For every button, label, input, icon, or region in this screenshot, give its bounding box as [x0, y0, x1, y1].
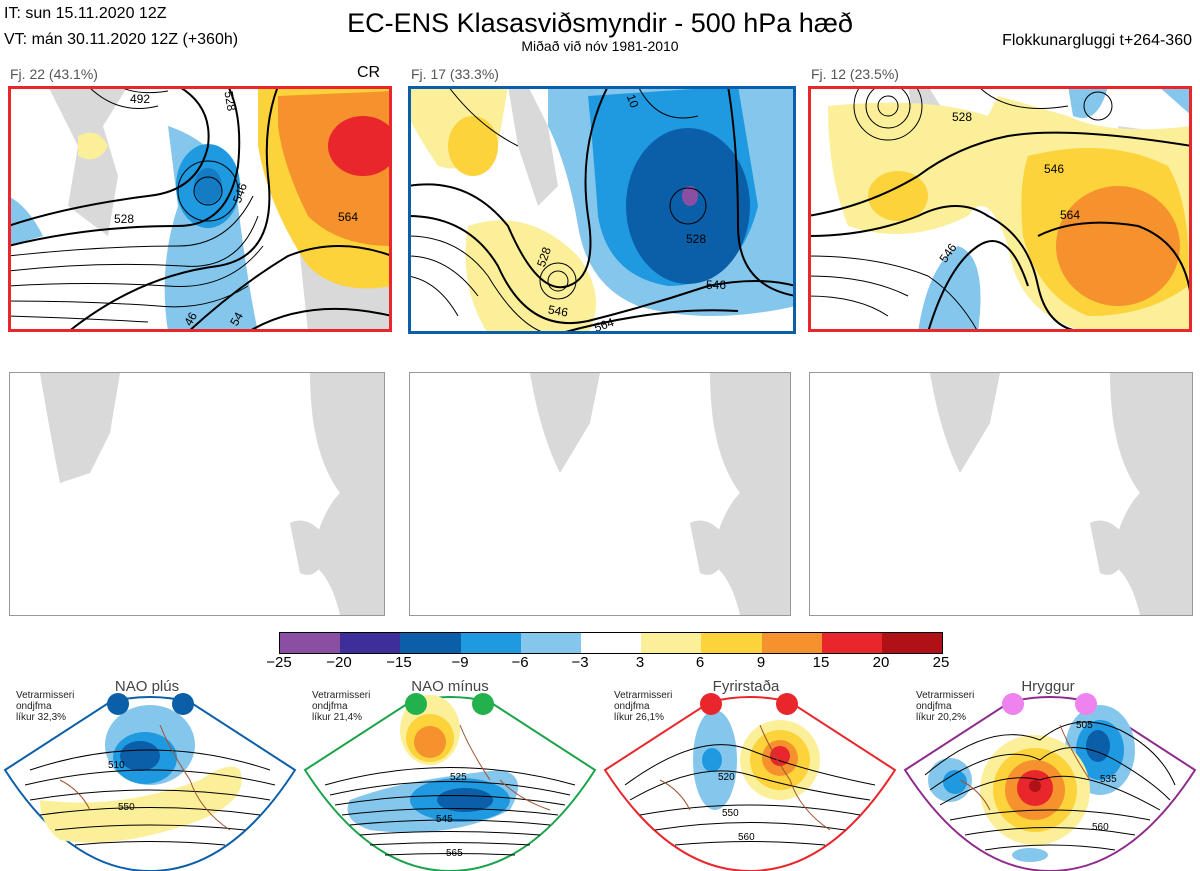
- regime-frequency: Vetrarmisseri ondjfma líkur 26,1%: [614, 690, 672, 723]
- regime-contour-label: 505: [1076, 720, 1093, 731]
- regime-probability: líkur 21,4%: [312, 712, 363, 723]
- regime-season: Vetrarmisseri: [16, 690, 75, 701]
- panel-2-frame: [408, 86, 796, 334]
- colorbar-swatch: [761, 633, 822, 653]
- regime-name: NAO plús: [114, 678, 180, 695]
- colorbar-swatch: [340, 633, 401, 653]
- regime-contour-label: 550: [722, 808, 739, 819]
- regime-contour-label: 525: [450, 772, 467, 783]
- colorbar-tick: 3: [635, 654, 645, 671]
- panel-1-tag: CR: [357, 64, 381, 81]
- colorbar-swatch: [460, 633, 521, 653]
- base-map-2: [409, 372, 791, 616]
- colorbar-swatch: [520, 633, 581, 653]
- regime-probability: líkur 32,3%: [16, 712, 67, 723]
- regime-season: Vetrarmisseri: [614, 690, 673, 701]
- regime-marker-dot: [107, 693, 129, 715]
- contour-label: 564: [338, 210, 359, 224]
- contour-label: 528: [686, 232, 707, 246]
- regime-name: Hryggur: [1021, 678, 1075, 695]
- colorbar-tick: −9: [451, 654, 469, 671]
- regime-frequency: Vetrarmisseri ondjfma líkur 21,4%: [312, 690, 370, 723]
- regime-marker-dot: [1002, 693, 1024, 715]
- panel-3-label: Fj. 12 (23.5%): [811, 66, 899, 82]
- regime-months: ondjfma: [16, 701, 52, 712]
- colorbar: [279, 632, 943, 654]
- colorbar-swatch: [881, 633, 943, 653]
- valid-time: VT: mán 30.11.2020 12Z (+360h): [4, 31, 239, 48]
- colorbar-tick: −6: [511, 654, 529, 671]
- colorbar-swatch: [280, 633, 341, 653]
- regime-probability: líkur 20,2%: [916, 712, 967, 723]
- regime-marker-dot: [1075, 693, 1097, 715]
- cluster-map-3: 528 546 564 546: [808, 86, 1192, 332]
- panel-1-frame: [8, 86, 392, 332]
- regime-months: ondjfma: [916, 701, 952, 712]
- colorbar-tick: 20: [872, 654, 890, 671]
- regime-season: Vetrarmisseri: [312, 690, 371, 701]
- regime-contour-label: 520: [718, 772, 735, 783]
- regime-name: NAO mínus: [411, 678, 489, 695]
- cluster-map-1: 492 528 546 528 564 46 54: [8, 86, 392, 332]
- regime-marker-dot: [472, 693, 494, 715]
- regime-marker-dot: [776, 693, 798, 715]
- cluster-map-2: 528 546 528 546 564 10: [408, 86, 796, 334]
- regime-season: Vetrarmisseri: [916, 690, 975, 701]
- colorbar-tick: −25: [266, 654, 292, 671]
- base-map-1: [9, 372, 385, 616]
- contour-label: 546: [706, 278, 727, 292]
- regime-probability: líkur 26,1%: [614, 712, 665, 723]
- init-time: IT: sun 15.11.2020 12Z: [4, 5, 167, 22]
- colorbar-tick: 15: [812, 654, 830, 671]
- contour-label: 564: [1060, 208, 1081, 222]
- page-subtitle: Miðað við nóv 1981-2010: [521, 38, 679, 54]
- colorbar-swatch: [641, 633, 702, 653]
- panel-3-frame: [808, 86, 1192, 332]
- contour-label: 528: [114, 212, 135, 226]
- contour-label: 492: [130, 92, 151, 106]
- contour-label: 546: [1044, 162, 1065, 176]
- regime-contour-label: 565: [446, 848, 463, 859]
- page-title: EC-ENS Klasasviðsmyndir - 500 hPa hæð: [347, 8, 853, 38]
- regime-contour-label: 560: [1092, 822, 1109, 833]
- colorbar-tick: 25: [932, 654, 950, 671]
- colorbar-tick: 6: [695, 654, 705, 671]
- regime-contour-label: 510: [108, 760, 125, 771]
- colorbar-swatch: [580, 633, 642, 653]
- colorbar-tick: −15: [386, 654, 412, 671]
- regime-frequency: Vetrarmisseri ondjfma líkur 32,3%: [16, 690, 74, 723]
- regime-months: ondjfma: [614, 701, 650, 712]
- regime-name: Fyrirstaða: [712, 678, 780, 695]
- colorbar-swatch: [400, 633, 461, 653]
- panel-1-label: Fj. 22 (43.1%): [10, 66, 98, 82]
- colorbar-tick: 9: [756, 654, 766, 671]
- regime-frequency: Vetrarmisseri ondjfma líkur 20,2%: [916, 690, 974, 723]
- regime-contour-label: 560: [738, 832, 755, 843]
- regime-marker-dot: [172, 693, 194, 715]
- regime-fan-blocking: 520 550 560: [600, 690, 900, 871]
- classification-window: Flokkunargluggi t+264-360: [1002, 32, 1192, 49]
- regime-contour-label: 550: [118, 802, 135, 813]
- colorbar-swatch: [701, 633, 762, 653]
- regime-fan-nao-plus: 510 550: [0, 690, 300, 871]
- regime-contour-label: 535: [1100, 774, 1117, 785]
- base-map-3: [809, 372, 1193, 616]
- regime-marker-dot: [700, 693, 722, 715]
- colorbar-swatch: [821, 633, 882, 653]
- contour-label: 528: [952, 110, 973, 124]
- regime-months: ondjfma: [312, 701, 348, 712]
- colorbar-tick: −20: [326, 654, 352, 671]
- regime-fan-ridge: 505 535 560: [900, 690, 1200, 871]
- colorbar-tick: −3: [571, 654, 589, 671]
- regime-marker-dot: [405, 693, 427, 715]
- panel-2-label: Fj. 17 (33.3%): [411, 66, 499, 82]
- regime-contour-label: 545: [436, 814, 453, 825]
